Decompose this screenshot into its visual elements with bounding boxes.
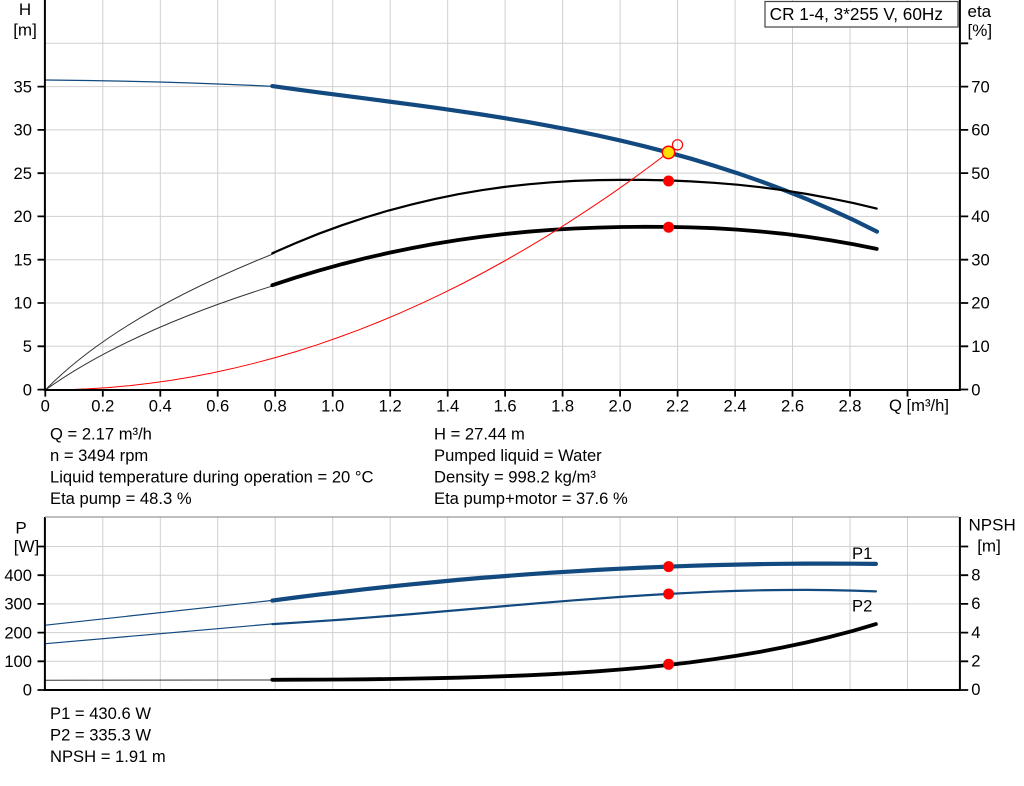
svg-text:P2 = 335.3 W: P2 = 335.3 W [50, 726, 151, 745]
svg-text:2: 2 [971, 652, 980, 671]
svg-text:0: 0 [971, 680, 980, 699]
svg-text:50: 50 [971, 164, 989, 183]
svg-text:0.8: 0.8 [264, 397, 287, 416]
svg-text:1.6: 1.6 [494, 397, 517, 416]
svg-text:Density = 998.2 kg/m³: Density = 998.2 kg/m³ [434, 468, 596, 487]
svg-text:60: 60 [971, 121, 989, 140]
svg-text:30: 30 [971, 250, 989, 269]
svg-text:5: 5 [23, 337, 32, 356]
svg-text:Q [m³/h]: Q [m³/h] [889, 396, 949, 415]
svg-text:1.0: 1.0 [321, 397, 344, 416]
svg-text:200: 200 [4, 623, 32, 642]
svg-text:40: 40 [971, 207, 989, 226]
svg-text:P1 = 430.6 W: P1 = 430.6 W [50, 704, 151, 723]
svg-text:n = 3494 rpm: n = 3494 rpm [50, 446, 148, 465]
svg-text:2.0: 2.0 [609, 397, 632, 416]
svg-text:25: 25 [14, 164, 32, 183]
svg-text:2.4: 2.4 [724, 397, 747, 416]
svg-text:eta: eta [968, 2, 992, 21]
svg-text:20: 20 [14, 207, 32, 226]
svg-text:10: 10 [971, 337, 989, 356]
svg-text:NPSH: NPSH [969, 515, 1016, 534]
svg-text:H = 27.44 m: H = 27.44 m [434, 425, 525, 444]
svg-text:15: 15 [14, 250, 32, 269]
svg-text:P2: P2 [852, 597, 872, 616]
svg-text:H: H [19, 0, 31, 19]
svg-text:1.2: 1.2 [379, 397, 402, 416]
svg-text:8: 8 [971, 565, 980, 584]
svg-text:P1: P1 [852, 544, 872, 563]
svg-text:Q = 2.17 m³/h: Q = 2.17 m³/h [50, 425, 152, 444]
svg-text:[m]: [m] [13, 20, 37, 39]
svg-text:0: 0 [23, 681, 32, 700]
svg-text:2.6: 2.6 [781, 397, 804, 416]
svg-text:Liquid temperature during oper: Liquid temperature during operation = 20… [50, 468, 374, 487]
svg-text:2.2: 2.2 [666, 397, 689, 416]
svg-text:NPSH = 1.91 m: NPSH = 1.91 m [50, 747, 166, 766]
svg-text:300: 300 [4, 595, 32, 614]
svg-text:0.4: 0.4 [149, 397, 172, 416]
svg-text:[m]: [m] [977, 536, 1001, 555]
svg-text:Pumped liquid = Water: Pumped liquid = Water [434, 446, 602, 465]
svg-text:0: 0 [971, 380, 980, 399]
svg-text:30: 30 [14, 121, 32, 140]
svg-text:2.8: 2.8 [838, 397, 861, 416]
svg-text:6: 6 [971, 594, 980, 613]
svg-text:0: 0 [41, 397, 50, 416]
svg-text:0: 0 [23, 380, 32, 399]
svg-text:100: 100 [4, 652, 32, 671]
svg-text:P: P [15, 518, 26, 537]
svg-text:0.6: 0.6 [206, 397, 229, 416]
svg-text:70: 70 [971, 77, 989, 96]
svg-text:400: 400 [4, 566, 32, 585]
svg-text:20: 20 [971, 294, 989, 313]
svg-text:CR 1-4, 3*255 V, 60Hz: CR 1-4, 3*255 V, 60Hz [770, 4, 943, 24]
svg-text:[%]: [%] [968, 21, 993, 40]
svg-text:1.8: 1.8 [551, 397, 574, 416]
svg-text:[W]: [W] [14, 537, 40, 556]
svg-text:0.2: 0.2 [91, 397, 114, 416]
svg-text:35: 35 [14, 77, 32, 96]
svg-text:4: 4 [971, 623, 980, 642]
svg-text:Eta pump = 48.3 %: Eta pump = 48.3 % [50, 489, 192, 508]
svg-text:10: 10 [14, 294, 32, 313]
svg-text:1.4: 1.4 [436, 397, 459, 416]
svg-text:Eta pump+motor = 37.6 %: Eta pump+motor = 37.6 % [434, 489, 628, 508]
